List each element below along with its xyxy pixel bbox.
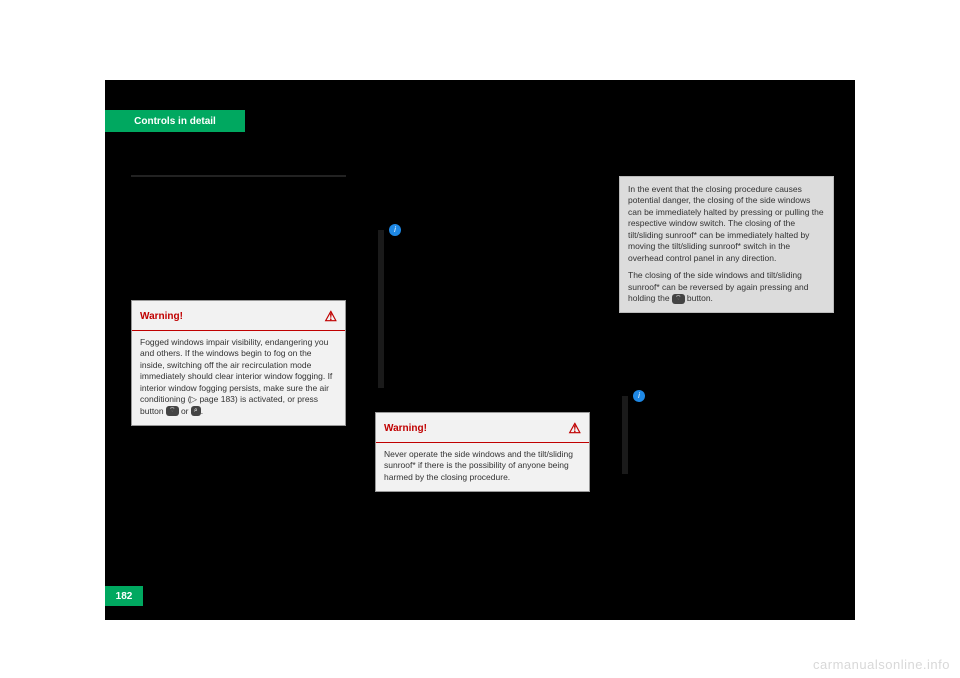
section-header-text: Controls in detail [134,116,216,127]
recirc-button-icon: ⌕ [191,406,201,416]
warning-title: Warning! [140,310,183,324]
section-header: Controls in detail [105,110,245,132]
warning-body: Fogged windows impair visibility, endang… [132,331,345,425]
watermark-text: carmanualsonline.info [813,657,950,672]
warning-title: Warning! [384,422,427,436]
info-box-closing: In the event that the closing procedure … [619,176,834,313]
info-leader-bar-col2 [378,230,384,388]
info-leader-bar-col3 [622,396,628,474]
warning-box-sunroof: Warning! ⚠ Never operate the side window… [375,412,590,492]
info-paragraph-1: In the event that the closing procedure … [628,184,825,264]
warning-header: Warning! ⚠ [376,413,589,443]
info-p2-a: The closing of the side windows and tilt… [628,270,809,303]
warning-triangle-icon: ⚠ [324,307,337,326]
warning-text: Fogged windows impair visibility, endang… [140,337,332,416]
warning-triangle-icon: ⚠ [568,419,581,438]
warning-body: Never operate the side windows and the t… [376,443,589,491]
warning-header: Warning! ⚠ [132,301,345,331]
info-icon: i [389,224,401,236]
close-button-icon: ⌔ [672,294,685,304]
warning-box-fog: Warning! ⚠ Fogged windows impair visibil… [131,300,346,426]
column-2: Warning! ⚠ Never operate the side window… [375,412,590,492]
page-number-text: 182 [116,591,133,602]
column-3: In the event that the closing procedure … [619,176,834,313]
defrost-button-icon: ⌔ [166,406,179,416]
watermark: carmanualsonline.info [813,657,950,672]
info-p2-b: button. [685,293,713,303]
col1-divider [131,175,346,177]
manual-page: Controls in detail Warning! ⚠ Fogged win… [105,80,855,620]
column-1: Warning! ⚠ Fogged windows impair visibil… [131,300,346,426]
warning-text: Never operate the side windows and the t… [384,449,573,482]
page-number: 182 [105,586,143,606]
info-icon: i [633,390,645,402]
info-paragraph-2: The closing of the side windows and tilt… [628,270,825,304]
